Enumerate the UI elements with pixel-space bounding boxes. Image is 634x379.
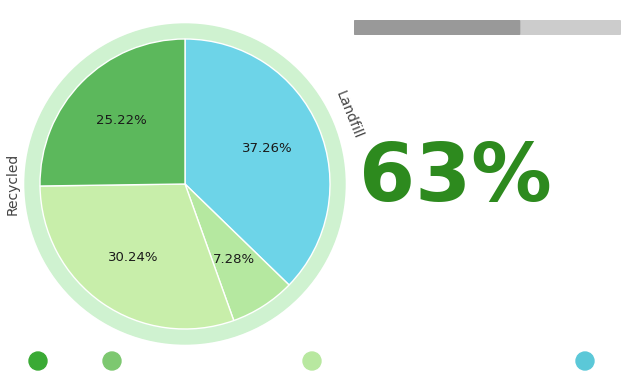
- FancyBboxPatch shape: [354, 20, 621, 35]
- Wedge shape: [185, 39, 330, 285]
- Text: 30.24%: 30.24%: [108, 251, 159, 264]
- Circle shape: [103, 352, 121, 370]
- Text: 25.22%: 25.22%: [96, 114, 146, 127]
- Circle shape: [25, 24, 345, 344]
- FancyBboxPatch shape: [354, 20, 521, 35]
- Circle shape: [29, 352, 47, 370]
- Text: Landfill: Landfill: [333, 89, 365, 141]
- Wedge shape: [40, 184, 234, 329]
- Text: 37.26%: 37.26%: [242, 143, 293, 155]
- Wedge shape: [185, 184, 289, 321]
- Text: Recycled: Recycled: [6, 153, 20, 215]
- Text: 63%: 63%: [359, 140, 552, 218]
- Wedge shape: [40, 39, 185, 186]
- Circle shape: [303, 352, 321, 370]
- Text: 7.28%: 7.28%: [212, 253, 255, 266]
- Circle shape: [576, 352, 594, 370]
